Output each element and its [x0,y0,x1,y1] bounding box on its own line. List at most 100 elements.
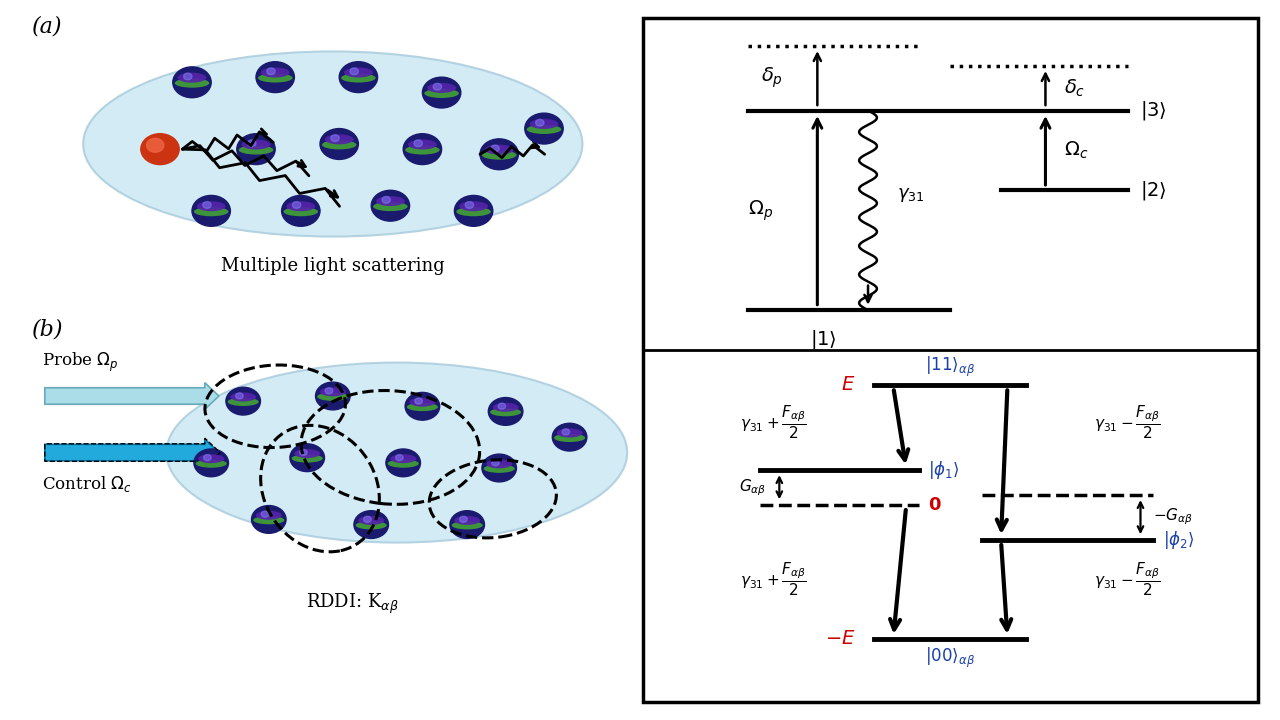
Ellipse shape [320,387,346,396]
Ellipse shape [408,140,436,150]
Ellipse shape [388,459,419,468]
Text: $\mathbf{0}$: $\mathbf{0}$ [928,495,942,513]
Ellipse shape [287,201,315,211]
Ellipse shape [557,428,582,438]
Circle shape [320,129,358,159]
Ellipse shape [457,207,492,216]
Circle shape [489,397,524,426]
Text: $|11\rangle_{\alpha\beta}$: $|11\rangle_{\alpha\beta}$ [925,355,975,379]
Circle shape [236,393,243,399]
Circle shape [289,444,325,472]
Ellipse shape [344,68,372,78]
Circle shape [535,120,544,126]
Circle shape [460,516,467,522]
Circle shape [339,62,378,93]
Ellipse shape [490,408,521,416]
Circle shape [451,510,485,539]
Ellipse shape [230,392,256,402]
Ellipse shape [238,145,274,155]
Circle shape [371,190,410,221]
Ellipse shape [323,140,356,150]
Text: (b): (b) [32,319,64,341]
Circle shape [282,195,320,226]
Circle shape [349,68,358,75]
Circle shape [490,145,499,152]
Ellipse shape [485,145,513,155]
Circle shape [192,195,230,226]
Text: $\delta_p$: $\delta_p$ [760,66,782,91]
Ellipse shape [481,150,517,160]
Circle shape [396,454,403,461]
Circle shape [387,449,420,477]
Ellipse shape [460,201,488,211]
Circle shape [315,382,351,410]
Circle shape [195,449,229,477]
Ellipse shape [358,516,384,525]
Circle shape [300,449,307,456]
Circle shape [562,429,570,435]
Ellipse shape [454,516,480,525]
Circle shape [481,454,517,482]
Circle shape [553,423,586,451]
Text: $\gamma_{31}+\dfrac{F_{\alpha\beta}}{2}$: $\gamma_{31}+\dfrac{F_{\alpha\beta}}{2}$ [740,404,806,441]
Ellipse shape [374,202,407,211]
Text: $-E$: $-E$ [824,631,855,648]
Circle shape [202,202,211,208]
Ellipse shape [256,510,282,520]
Ellipse shape [197,201,225,211]
Text: Probe $\Omega_p$: Probe $\Omega_p$ [41,351,118,374]
Text: Control $\Omega_c$: Control $\Omega_c$ [41,474,132,494]
Ellipse shape [452,521,483,529]
Circle shape [422,77,461,108]
Ellipse shape [404,145,440,155]
Circle shape [146,138,164,152]
Circle shape [480,139,518,170]
Circle shape [364,516,371,522]
Text: $\gamma_{31}+\dfrac{F_{\alpha\beta}}{2}$: $\gamma_{31}+\dfrac{F_{\alpha\beta}}{2}$ [740,561,806,598]
Ellipse shape [376,196,404,206]
Text: $\gamma_{31}-\dfrac{F_{\alpha\beta}}{2}$: $\gamma_{31}-\dfrac{F_{\alpha\beta}}{2}$ [1094,561,1161,598]
Ellipse shape [83,51,582,237]
FancyArrow shape [45,439,219,466]
Text: $G_{\alpha\beta}$: $G_{\alpha\beta}$ [740,477,767,498]
Ellipse shape [317,392,348,401]
Circle shape [141,134,179,165]
Text: $|3\rangle$: $|3\rangle$ [1140,99,1167,122]
Circle shape [247,140,256,147]
Circle shape [330,135,339,142]
Ellipse shape [425,89,460,98]
Circle shape [465,202,474,208]
Ellipse shape [493,402,518,412]
Circle shape [492,459,499,466]
Ellipse shape [390,454,416,463]
Circle shape [433,84,442,90]
Text: $\gamma_{31}$: $\gamma_{31}$ [896,186,924,204]
Circle shape [381,197,390,203]
Ellipse shape [196,459,227,468]
Circle shape [225,387,261,415]
Text: $|\phi_1\rangle$: $|\phi_1\rangle$ [928,459,960,481]
Ellipse shape [166,363,627,543]
Ellipse shape [530,119,558,129]
Ellipse shape [410,397,435,407]
Ellipse shape [428,83,456,93]
Circle shape [292,202,301,208]
Ellipse shape [407,402,438,411]
Circle shape [266,68,275,75]
Ellipse shape [325,135,353,145]
Circle shape [237,134,275,165]
Circle shape [251,505,287,534]
Circle shape [183,73,192,80]
Ellipse shape [261,68,289,78]
Circle shape [204,454,211,461]
Ellipse shape [242,140,270,150]
Circle shape [261,511,269,517]
Circle shape [404,392,440,420]
Ellipse shape [228,397,259,406]
Ellipse shape [484,464,515,473]
Circle shape [498,403,506,409]
Text: Multiple light scattering: Multiple light scattering [221,257,444,275]
FancyArrow shape [45,382,219,410]
Circle shape [353,510,389,539]
Text: $-G_{\alpha\beta}$: $-G_{\alpha\beta}$ [1153,507,1193,528]
